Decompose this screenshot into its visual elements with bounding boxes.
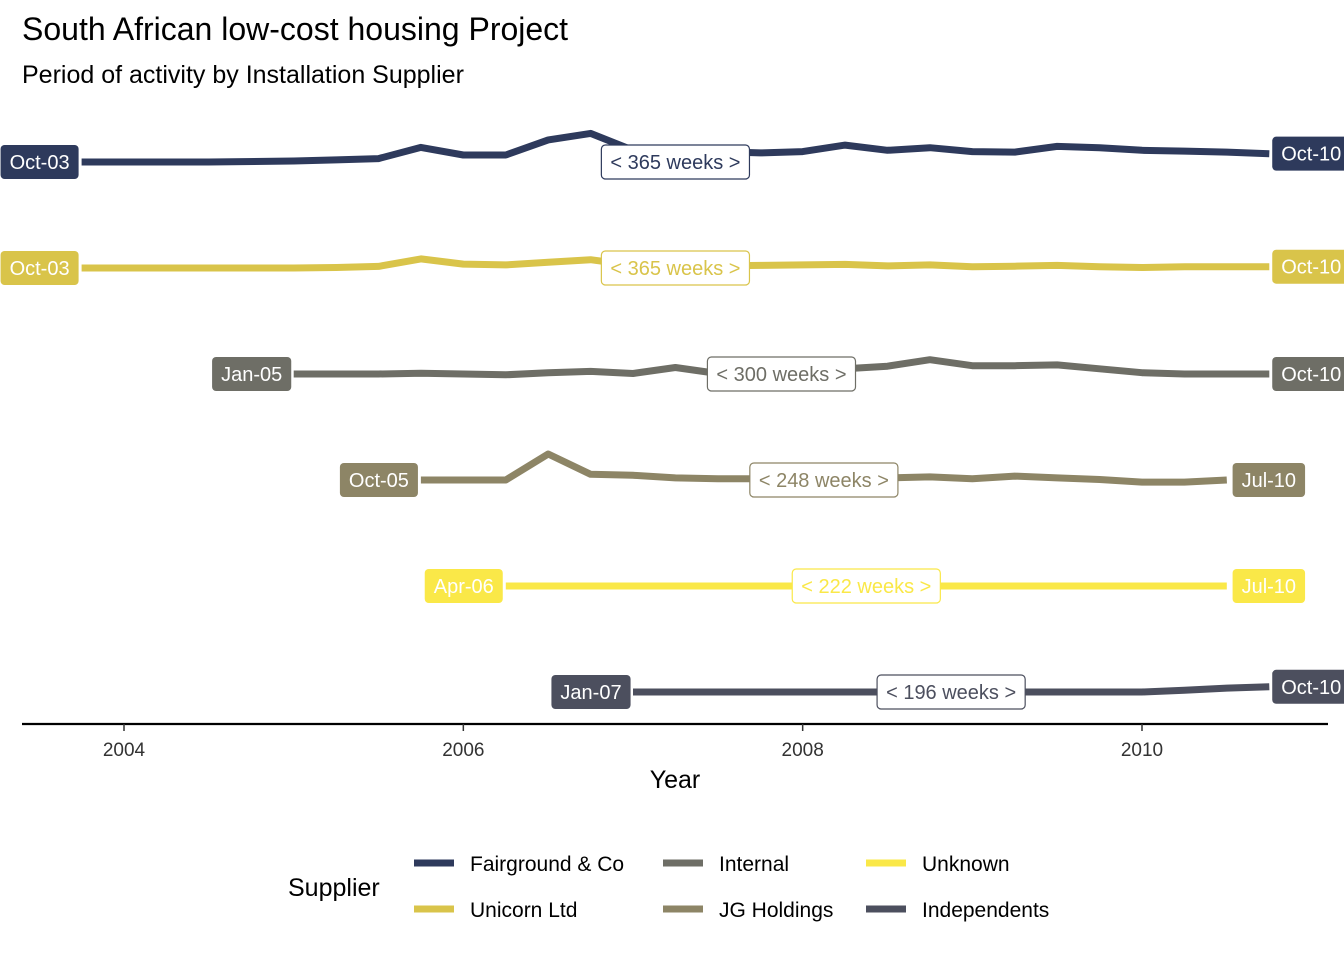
duration-label-jg-holdings-box bbox=[749, 462, 899, 498]
duration-label-unicorn-ltd: < 365 weeks > bbox=[600, 250, 751, 286]
legend-item-independents: Independents bbox=[866, 899, 1049, 922]
series-internal: Jan-05 Oct-10 < 300 weeks > bbox=[212, 356, 1344, 392]
legend-item-unknown: Unknown bbox=[866, 853, 1010, 876]
duration-label-internal: < 300 weeks > bbox=[706, 356, 857, 392]
chart-subtitle: Period of activity by Installation Suppl… bbox=[22, 61, 464, 89]
legend-item-fairground-co: Fairground & Co bbox=[414, 853, 624, 876]
start-label-jg-holdings: Oct-05 bbox=[339, 463, 418, 497]
start-label-jg-holdings-box bbox=[339, 463, 418, 497]
end-label-independents: Oct-10 bbox=[1272, 669, 1344, 704]
end-label-independents-box bbox=[1272, 669, 1344, 704]
start-label-internal-box bbox=[212, 357, 292, 391]
start-label-jg-holdings-text: Oct-05 bbox=[349, 470, 409, 492]
duration-label-independents-text: < 196 weeks > bbox=[886, 682, 1016, 704]
x-tick-label-2004: 2004 bbox=[103, 740, 146, 761]
duration-label-unicorn-ltd-text: < 365 weeks > bbox=[610, 258, 740, 280]
start-label-unicorn-ltd-box bbox=[0, 251, 79, 285]
legend-item-jg-holdings: JG Holdings bbox=[663, 899, 833, 922]
start-label-unknown: Apr-06 bbox=[424, 569, 503, 603]
duration-label-fairground-co-text: < 365 weeks > bbox=[610, 152, 740, 174]
series-jg-holdings: Oct-05 Jul-10 < 248 weeks > bbox=[339, 450, 1306, 498]
series-independents: Jan-07 Oct-10 < 196 weeks > bbox=[551, 669, 1344, 710]
end-label-jg-holdings: Jul-10 bbox=[1232, 463, 1306, 497]
series-fairground-co: Oct-03 Oct-10 < 365 weeks > bbox=[0, 129, 1344, 180]
start-label-unknown-text: Apr-06 bbox=[434, 576, 494, 598]
start-label-unicorn-ltd: Oct-03 bbox=[0, 251, 79, 285]
end-label-fairground-co: Oct-10 bbox=[1272, 136, 1344, 171]
duration-label-independents-box bbox=[876, 674, 1026, 710]
start-label-unknown-box bbox=[424, 569, 503, 603]
duration-label-jg-holdings: < 248 weeks > bbox=[749, 462, 899, 498]
end-label-unicorn-ltd-text: Oct-10 bbox=[1281, 257, 1341, 279]
start-label-internal: Jan-05 bbox=[212, 357, 292, 391]
start-label-independents-text: Jan-07 bbox=[560, 682, 621, 704]
start-label-fairground-co-box bbox=[0, 145, 79, 179]
series-layer: Oct-03 Oct-10 < 365 weeks > Oct-03 Oct-10 < 3… bbox=[0, 129, 1344, 710]
x-tick-label-2008: 2008 bbox=[782, 740, 824, 761]
start-label-independents: Jan-07 bbox=[551, 675, 631, 709]
duration-label-unknown-text: < 222 weeks > bbox=[801, 576, 931, 598]
legend: Fairground & Co Unicorn Ltd Internal JG Hol… bbox=[414, 853, 1049, 922]
end-label-jg-holdings-text: Jul-10 bbox=[1242, 470, 1296, 492]
x-tick-label-2006: 2006 bbox=[442, 740, 484, 761]
legend-label-unknown: Unknown bbox=[922, 853, 1010, 876]
duration-label-internal-text: < 300 weeks > bbox=[716, 364, 846, 386]
duration-label-unknown-box bbox=[791, 568, 941, 604]
legend-item-unicorn-ltd: Unicorn Ltd bbox=[414, 899, 577, 922]
duration-label-fairground-co: < 365 weeks > bbox=[600, 144, 751, 180]
end-label-unknown: Jul-10 bbox=[1232, 569, 1306, 603]
end-label-fairground-co-box bbox=[1272, 136, 1344, 171]
start-label-internal-text: Jan-05 bbox=[221, 364, 282, 386]
start-label-independents-box bbox=[551, 675, 631, 709]
end-label-unicorn-ltd-box bbox=[1272, 249, 1344, 284]
legend-title: Supplier bbox=[288, 874, 380, 902]
end-label-unicorn-ltd: Oct-10 bbox=[1272, 249, 1344, 284]
legend-item-internal: Internal bbox=[663, 853, 789, 876]
end-label-jg-holdings-box bbox=[1232, 463, 1306, 497]
x-axis-ticks: 2004 2006 2008 2010 bbox=[103, 724, 1163, 761]
legend-label-unicorn-ltd: Unicorn Ltd bbox=[470, 899, 577, 922]
series-unknown: Apr-06 Jul-10 < 222 weeks > bbox=[424, 568, 1306, 604]
start-label-unicorn-ltd-text: Oct-03 bbox=[10, 258, 70, 280]
start-label-fairground-co: Oct-03 bbox=[0, 145, 79, 179]
end-label-fairground-co-text: Oct-10 bbox=[1281, 144, 1341, 166]
duration-label-independents: < 196 weeks > bbox=[876, 674, 1026, 710]
legend-label-internal: Internal bbox=[719, 853, 789, 876]
end-label-internal-text: Oct-10 bbox=[1281, 364, 1341, 386]
duration-label-unicorn-ltd-box bbox=[600, 250, 751, 286]
legend-label-jg-holdings: JG Holdings bbox=[719, 899, 833, 922]
x-tick-label-2010: 2010 bbox=[1121, 740, 1163, 761]
chart-title: South African low-cost housing Project bbox=[22, 11, 568, 47]
duration-label-jg-holdings-text: < 248 weeks > bbox=[759, 470, 889, 492]
series-unicorn-ltd: Oct-03 Oct-10 < 365 weeks > bbox=[0, 249, 1344, 286]
end-label-independents-text: Oct-10 bbox=[1281, 677, 1341, 699]
legend-label-fairground-co: Fairground & Co bbox=[470, 853, 624, 876]
duration-label-fairground-co-box bbox=[600, 144, 751, 180]
duration-label-internal-box bbox=[706, 356, 857, 392]
duration-label-unknown: < 222 weeks > bbox=[791, 568, 941, 604]
end-label-unknown-box bbox=[1232, 569, 1306, 603]
end-label-internal-box bbox=[1272, 357, 1344, 391]
x-axis-title: Year bbox=[650, 766, 701, 794]
end-label-internal: Oct-10 bbox=[1272, 357, 1344, 391]
legend-label-independents: Independents bbox=[922, 899, 1049, 922]
end-label-unknown-text: Jul-10 bbox=[1242, 576, 1296, 598]
start-label-fairground-co-text: Oct-03 bbox=[10, 152, 70, 174]
